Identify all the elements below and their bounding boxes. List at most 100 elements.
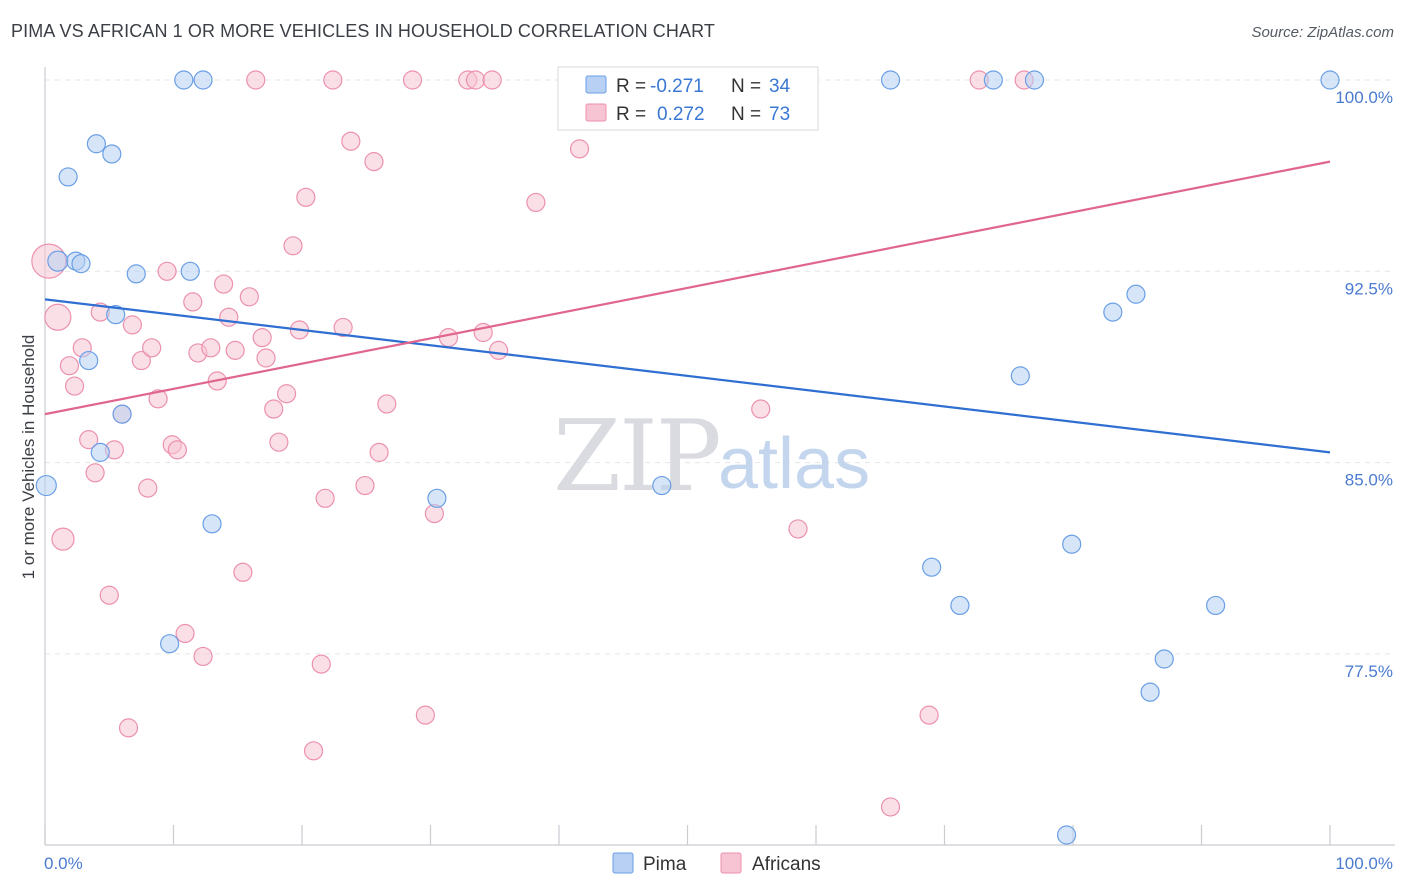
africans-point — [377, 394, 397, 414]
africans-point — [51, 527, 75, 551]
y-tick-labels: 77.5% 85.0% 92.5% 100.0% — [1335, 88, 1393, 681]
y-axis-title: 1 or more Vehicles in Household — [19, 335, 38, 580]
stats-legend-africans-r-label: R = — [616, 104, 646, 125]
africans-point — [526, 192, 546, 213]
africans-point — [142, 338, 162, 358]
africans-point — [59, 356, 80, 376]
pima-point — [1010, 366, 1030, 386]
africans-point — [99, 585, 119, 605]
africans-point — [167, 440, 187, 460]
pima-point — [1024, 70, 1045, 90]
africans-point — [482, 70, 502, 90]
watermark-zip: ZIP — [553, 400, 720, 514]
pima-point — [1062, 534, 1082, 554]
pima-point — [102, 144, 122, 164]
africans-point — [252, 328, 272, 348]
pima-point — [922, 557, 942, 577]
africans-point — [465, 70, 486, 90]
pima-point — [193, 70, 213, 90]
pima-point — [1103, 302, 1123, 322]
pima-point — [1056, 825, 1077, 845]
stats-legend-africans-r-value: 0.272 — [657, 104, 705, 125]
africans-point — [201, 338, 221, 358]
x-tick-label: 100.0% — [1335, 854, 1393, 873]
pima-point — [90, 442, 110, 462]
pima-point — [1320, 70, 1340, 90]
africans-point — [64, 376, 85, 396]
chart-title: PIMA VS AFRICAN 1 OR MORE VEHICLES IN HO… — [11, 21, 715, 41]
stats-legend-africans-n-label: N = — [731, 104, 761, 125]
pima-points — [35, 70, 1340, 845]
africans-point — [131, 350, 151, 371]
africans-point — [569, 139, 590, 159]
africans-point — [333, 317, 353, 338]
africans-point — [118, 718, 139, 738]
africans-point — [311, 654, 331, 674]
x-tick-label: 0.0% — [44, 854, 83, 873]
africans-point — [323, 70, 343, 90]
pima-point — [983, 70, 1003, 90]
pima-point — [1206, 595, 1226, 616]
africans-point — [369, 442, 389, 462]
pima-point — [950, 595, 970, 616]
africans-point — [751, 399, 771, 419]
africans-point — [355, 475, 375, 496]
africans-point — [193, 646, 213, 667]
africans-point — [256, 348, 276, 368]
pima-point — [202, 514, 222, 534]
y-tick-label: 85.0% — [1345, 471, 1393, 490]
africans-point — [788, 519, 808, 539]
trend-lines — [44, 160, 1331, 454]
pima-point — [126, 264, 146, 284]
stats-legend-africans-n-value: 73 — [769, 104, 790, 125]
stats-legend-pima-r-value: -0.271 — [650, 76, 704, 97]
africans-point — [402, 70, 423, 90]
y-tick-label: 77.5% — [1345, 662, 1393, 681]
africans-point — [438, 328, 459, 348]
pima-point — [35, 474, 57, 497]
pima-point — [79, 350, 99, 371]
africans-point — [44, 303, 72, 331]
pima-point — [1154, 649, 1174, 669]
legend-pima-label: Pima — [643, 854, 687, 875]
pima-point — [174, 70, 194, 90]
africans-point — [214, 274, 234, 294]
africans-point — [79, 430, 99, 450]
pima-point — [86, 134, 107, 154]
stats-legend-pima-n-value: 34 — [769, 76, 791, 97]
africans-point — [364, 152, 384, 172]
africans-point — [269, 432, 289, 452]
africans-trend-line — [44, 160, 1331, 416]
pima-point — [652, 475, 672, 496]
africans-point — [157, 261, 177, 281]
pima-point — [47, 250, 69, 272]
watermark-atlas: atlas — [718, 424, 870, 504]
africans-point — [239, 287, 259, 307]
legend-africans-swatch — [720, 852, 742, 874]
pima-point — [112, 404, 132, 424]
pima-point — [427, 488, 447, 508]
pima-point — [880, 70, 901, 90]
africans-point — [341, 131, 361, 151]
africans-point — [296, 187, 316, 207]
pima-trend-line — [44, 298, 1331, 454]
pima-point — [160, 634, 180, 654]
pima-point — [180, 261, 200, 281]
pima-point — [106, 305, 126, 325]
africans-point — [183, 292, 203, 312]
africans-point — [233, 562, 253, 582]
africans-point — [175, 623, 195, 644]
source-label: Source: ZipAtlas.com — [1251, 24, 1394, 41]
africans-point — [315, 488, 335, 508]
africans-point — [219, 307, 239, 327]
stats-legend: R = -0.271 N = 34 R = 0.272 N = 73 — [557, 66, 819, 131]
pima-point — [1126, 284, 1146, 304]
y-tick-label: 92.5% — [1345, 279, 1393, 298]
africans-point — [85, 463, 105, 483]
stats-legend-pima-n-label: N = — [731, 76, 761, 97]
africans-point — [880, 797, 901, 817]
africans-point — [122, 315, 142, 335]
africans-point — [919, 705, 939, 725]
africans-point — [489, 340, 509, 360]
